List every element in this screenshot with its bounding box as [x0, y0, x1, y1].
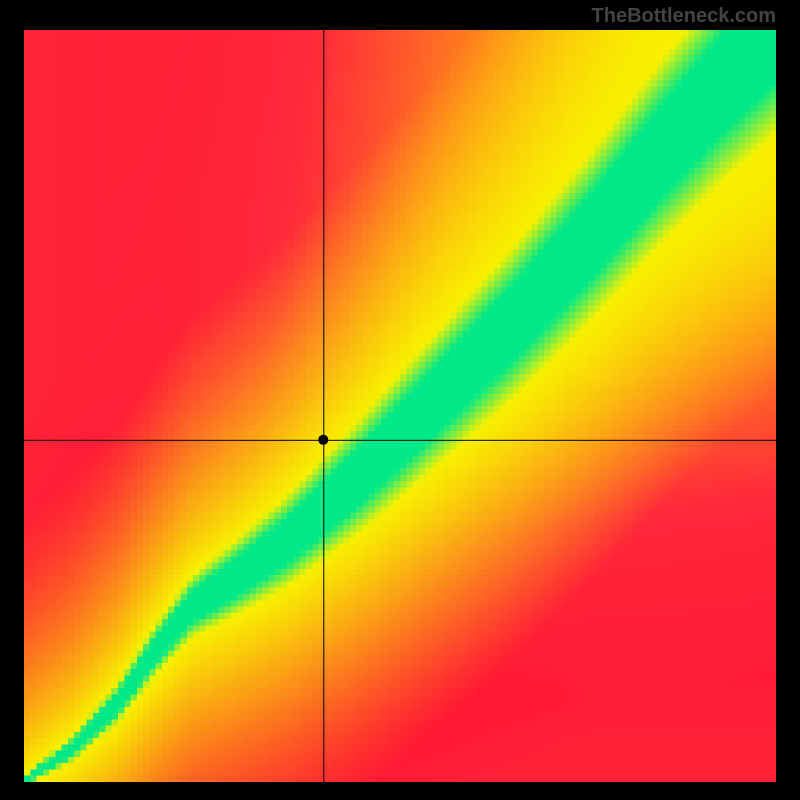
- chart-container: TheBottleneck.com: [0, 0, 800, 800]
- plot-area: [24, 30, 776, 782]
- watermark-text: TheBottleneck.com: [592, 5, 776, 28]
- crosshair-overlay: [24, 30, 776, 782]
